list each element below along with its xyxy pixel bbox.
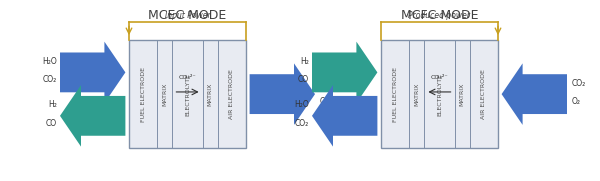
Polygon shape <box>60 42 125 103</box>
Text: MATRIX: MATRIX <box>414 82 419 106</box>
Text: Produced power: Produced power <box>409 10 470 20</box>
Text: O₂: O₂ <box>572 97 581 106</box>
Text: ELECTROLYTE: ELECTROLYTE <box>185 73 190 116</box>
Text: CO₂: CO₂ <box>320 79 334 88</box>
Text: CO₂: CO₂ <box>43 75 57 84</box>
Text: O₂: O₂ <box>320 97 329 106</box>
Text: CO₃²⁻: CO₃²⁻ <box>179 75 196 80</box>
Text: H₂: H₂ <box>48 100 57 110</box>
Bar <box>129 40 246 148</box>
Text: CO₂: CO₂ <box>572 79 586 88</box>
Text: AIR ELECTRODE: AIR ELECTRODE <box>481 69 487 119</box>
Text: H₂O: H₂O <box>42 57 57 66</box>
Text: MATRIX: MATRIX <box>208 82 213 106</box>
Polygon shape <box>250 63 315 125</box>
Text: AIR ELECTRODE: AIR ELECTRODE <box>229 69 235 119</box>
Text: FUEL ELECTRODE: FUEL ELECTRODE <box>140 67 146 122</box>
Text: CO: CO <box>298 75 309 84</box>
Text: MCEC MODE: MCEC MODE <box>148 9 227 22</box>
Text: MCFC MODE: MCFC MODE <box>401 9 478 22</box>
Text: H₂: H₂ <box>300 57 309 66</box>
Text: CO₃²⁻: CO₃²⁻ <box>431 75 448 80</box>
Text: CO: CO <box>46 119 57 128</box>
Text: Input Power: Input Power <box>164 10 211 20</box>
Polygon shape <box>60 85 125 147</box>
Text: H₂O: H₂O <box>294 100 309 110</box>
Text: MATRIX: MATRIX <box>460 82 465 106</box>
Text: ELECTROLYTE: ELECTROLYTE <box>437 73 442 116</box>
Bar <box>381 40 498 148</box>
Text: CO₂: CO₂ <box>295 119 309 128</box>
Polygon shape <box>312 85 377 147</box>
Text: MATRIX: MATRIX <box>162 82 167 106</box>
Text: FUEL ELECTRODE: FUEL ELECTRODE <box>392 67 398 122</box>
Polygon shape <box>312 42 377 103</box>
Polygon shape <box>502 63 567 125</box>
